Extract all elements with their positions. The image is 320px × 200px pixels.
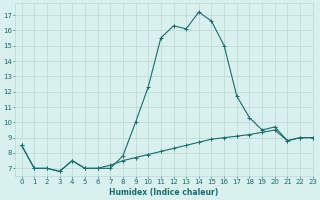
X-axis label: Humidex (Indice chaleur): Humidex (Indice chaleur)	[109, 188, 219, 197]
